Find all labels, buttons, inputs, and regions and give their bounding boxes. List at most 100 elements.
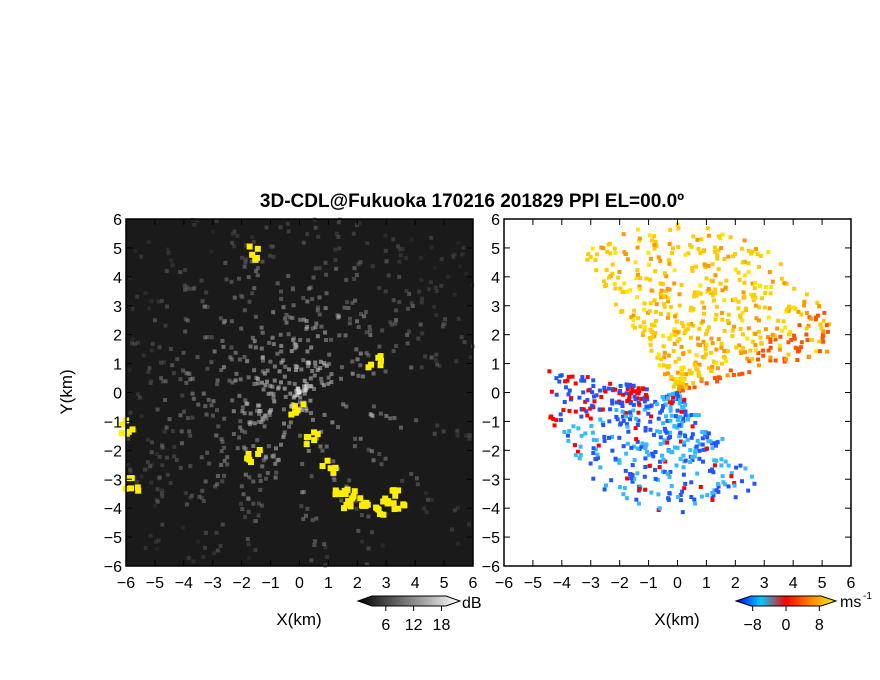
snr-pixel [256,376,261,381]
velocity-pixel [670,449,675,454]
velocity-pixel [636,386,641,391]
velocity-pixel [701,459,706,464]
snr-pixel [222,473,227,478]
velocity-pixel [667,335,672,340]
snr-pixel [365,241,370,246]
velocity-pixel [722,298,727,303]
snr-pixel [246,542,251,547]
snr-pixel [288,420,293,425]
velocity-pixel [719,341,724,346]
snr-pixel [231,432,236,437]
velocity-pixel [723,359,728,364]
snr-pixel [155,487,160,492]
snr-pixel [175,357,180,362]
snr-pixel [188,377,193,382]
velocity-pixel [669,401,674,406]
snr-pixel [339,376,344,381]
velocity-pixel [757,305,762,310]
velocity-pixel [648,427,653,432]
velocity-pixel [614,400,619,405]
velocity-pixel [589,424,594,429]
velocity-pixel [797,323,802,328]
snr-pixel [287,424,292,429]
velocity-pixel [768,339,773,344]
velocity-pixel [618,286,623,291]
snr-pixel [432,265,437,270]
velocity-pixel [562,429,567,434]
velocity-pixel [659,357,664,362]
clutter-pixel [123,430,130,437]
snr-pixel [252,421,257,426]
velocity-pixel [706,233,711,238]
velocity-pixel [698,251,703,256]
velocity-pixel [799,312,804,317]
snr-pixel [232,295,237,300]
snr-pixel [318,359,323,364]
snr-pixel [153,539,158,544]
velocity-pixel [644,276,649,281]
velocity-pixel [693,450,698,455]
snr-pixel [160,488,165,493]
snr-pixel [366,447,371,452]
velocity-pixel [680,489,685,494]
velocity-pixel [786,340,791,345]
velocity-pixel [585,257,590,262]
velocity-pixel [789,337,794,342]
velocity-pixel [779,276,784,281]
velocity-pixel [699,237,704,242]
snr-pixel [400,247,405,252]
velocity-pixel [675,408,680,413]
velocity-pixel [820,333,825,338]
snr-pixel [237,276,242,281]
snr-pixel [180,525,185,530]
snr-pixel [324,291,329,296]
snr-pixel [178,413,183,418]
velocity-pixel [656,416,661,421]
velocity-pixel [756,318,761,323]
velocity-pixel [677,434,682,439]
snr-y-axis-label: Y(km) [57,369,76,414]
snr-pixel [260,369,265,374]
snr-pixel [163,379,168,384]
velocity-pixel [608,251,613,256]
clutter-pixel [330,469,337,476]
velocity-pixel [675,445,680,450]
velocity-pixel [766,250,771,255]
snr-pixel [209,249,214,254]
velocity-pixel [773,337,778,342]
snr-pixel [254,269,259,274]
velocity-pixel [626,384,631,389]
velocity-pixel [695,336,700,341]
snr-pixel [195,355,200,360]
snr-pixel [281,421,286,426]
snr-pixel [258,487,263,492]
velocity-pixel [768,345,773,350]
velocity-pixel [673,414,678,419]
snr-pixel [135,392,140,397]
snr-pixel [215,382,220,387]
velocity-pixel [695,237,700,242]
velocity-pixel [686,251,691,256]
snr-pixel [156,538,161,543]
snr-pixel [308,398,313,403]
snr-pixel [179,441,184,446]
snr-pixel [159,376,164,381]
velocity-pixel [671,349,676,354]
velocity-pixel [767,270,772,275]
velocity-pixel [719,457,724,462]
velocity-pixel [665,440,670,445]
velocity-pixel [722,328,727,333]
snr-pixel [206,397,211,402]
velocity-pixel [673,377,678,382]
velocity-pixel [613,456,618,461]
snr-pixel [368,333,373,338]
snr-pixel [298,395,303,400]
velocity-pixel [670,250,675,255]
velocity-pixel [697,442,702,447]
clutter-pixel [368,361,375,368]
velocity-pixel [661,344,666,349]
velocity-pixel [567,388,572,393]
snr-pixel [298,337,303,342]
snr-pixel [178,465,183,470]
snr-pixel [324,363,329,368]
